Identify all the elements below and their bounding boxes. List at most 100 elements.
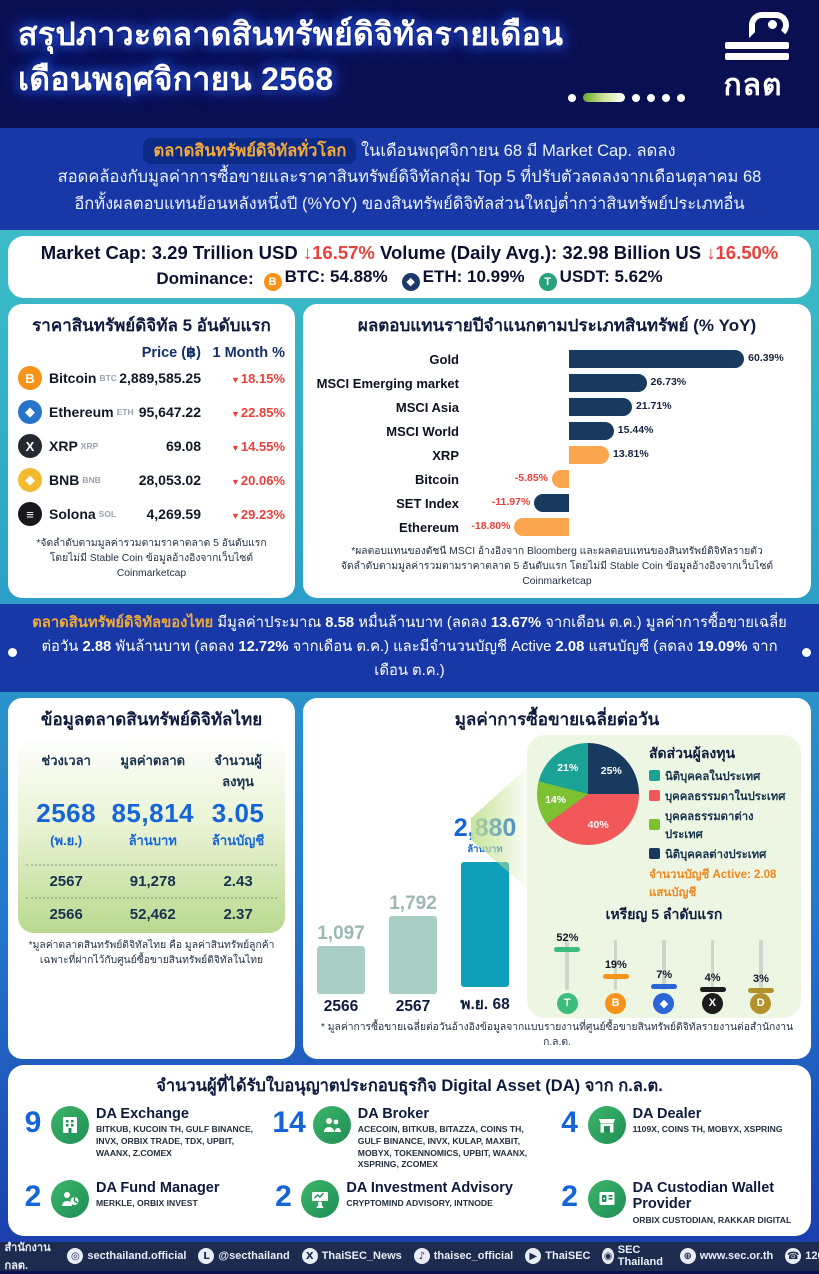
- coin-change: ▼18.15%: [201, 371, 285, 386]
- doge-coin-icon: D: [750, 993, 771, 1014]
- pie-legend: สัดส่วนผู้ลงทุน นิติบุคคลในประเทศ บุคคลธ…: [649, 743, 791, 902]
- legend-color-swatch: [649, 848, 660, 859]
- footer-social-label: www.sec.or.th: [700, 1250, 774, 1262]
- da-license-count: 9: [22, 1106, 44, 1139]
- price-table-row: X XRP XRP 69.08 ▼14.55%: [18, 429, 285, 463]
- yoy-returns-panel: ผลตอบแทนรายปีจำแนกตามประเภทสินทรัพย์ (% …: [303, 304, 811, 598]
- da-license-item: 4 DA Dealer 1109X, COINS TH, MOBYX, XSPR…: [559, 1106, 797, 1171]
- footer-social-item[interactable]: ♪ thaisec_official: [414, 1248, 513, 1264]
- thai-panel-title: ข้อมูลตลาดสินทรัพย์ดิจิทัลไทย: [18, 706, 285, 733]
- legend-color-swatch: [649, 819, 660, 830]
- xrp-coin-icon: X: [702, 993, 723, 1014]
- footer-social-item[interactable]: L @secthailand: [198, 1248, 289, 1264]
- da-license-name: DA Investment Advisory: [346, 1180, 513, 1197]
- coin-percent-label: 4%: [697, 972, 729, 984]
- xrp-coin-icon: X: [18, 434, 42, 458]
- da-licenses-panel: จำนวนผู้ที่ได้รับใบอนุญาตประกอบธุรกิจ Di…: [8, 1065, 811, 1236]
- solona-coin-icon: ≡: [18, 502, 42, 526]
- sec-logo: กลต: [703, 12, 803, 109]
- footer-social-item[interactable]: ☎ 1207: [785, 1248, 819, 1264]
- thai-table-header-cell: ช่วงเวลา: [26, 750, 106, 771]
- da-license-count: 2: [22, 1180, 44, 1213]
- da-license-item: 14 DA Broker ACECOIN, BITKUB, BITAZZA, C…: [272, 1106, 546, 1171]
- coin-name: Solona: [49, 506, 96, 522]
- yoy-bar-row: SET Index -11.97%: [313, 491, 801, 515]
- coin-name: Ethereum: [49, 404, 114, 420]
- market-cap-line: Market Cap: 3.29 Trillion USD ↓16.57% Vo…: [16, 242, 803, 264]
- da-license-item: 2 DA Investment Advisory CRYPTOMIND ADVI…: [272, 1180, 546, 1227]
- bnb-coin-icon: ◆: [18, 468, 42, 492]
- custodian-vault-icon: [588, 1180, 626, 1218]
- infographic-page: สรุปภาวะตลาดสินทรัพย์ดิจิทัลรายเดือน เดื…: [0, 0, 819, 1024]
- volume-bar-value: 1,792: [389, 894, 437, 913]
- ethereum-icon: ◆: [402, 273, 420, 291]
- coin-change: ▼22.85%: [201, 405, 285, 420]
- da-license-name: DA Custodian Wallet Provider: [633, 1180, 797, 1213]
- thai-table-header-cell: จำนวนผู้ลงทุน: [199, 750, 277, 792]
- footer-social-item[interactable]: X ThaiSEC_News: [302, 1248, 402, 1264]
- footer-social-item[interactable]: ◎ secthailand.official: [67, 1248, 186, 1264]
- yoy-category-label: MSCI Emerging market: [313, 376, 465, 391]
- coin-lollipop: 7% ◆: [641, 928, 687, 1014]
- coin-ticker: BTC: [99, 373, 116, 383]
- footer-social-item[interactable]: ▶ ThaiSEC: [525, 1248, 590, 1264]
- da-license-list: ORBIX CUSTODIAN, RAKKAR DIGITAL: [633, 1215, 797, 1227]
- page-title-line1: สรุปภาวะตลาดสินทรัพย์ดิจิทัลรายเดือน: [18, 12, 801, 57]
- header-decoration-dots: [568, 93, 685, 102]
- usdt-icon: T: [539, 273, 557, 291]
- price-table-row: ◆ BNB BNB 28,053.02 ▼20.06%: [18, 463, 285, 497]
- volume-bar-column: 1,792 2567: [386, 894, 440, 1016]
- advisory-icon: [301, 1180, 339, 1218]
- usdt-coin-icon: T: [557, 993, 578, 1014]
- coin-ticker: SOL: [99, 509, 116, 519]
- dominance-item: ◆ETH: 10.99%: [402, 267, 525, 291]
- footer-social-item[interactable]: ◉ SEC Thailand: [602, 1244, 667, 1268]
- price-table-row: ≡ Solona SOL 4,269.59 ▼29.23%: [18, 497, 285, 531]
- ethereum-coin-icon: ◆: [18, 400, 42, 424]
- pie-slice-label: 14%: [545, 794, 566, 806]
- da-license-list: ACECOIN, BITKUB, BITAZZA, COINS TH, GULF…: [358, 1124, 543, 1170]
- thai-market-summary-band: ตลาดสินทรัพย์ดิจิทัลของไทย มีมูลค่าประมา…: [0, 604, 819, 692]
- footer-social-item[interactable]: f สำนักงาน กลต.: [0, 1238, 55, 1274]
- coin-ticker: BNB: [82, 475, 100, 485]
- coin-ticker: XRP: [81, 441, 98, 451]
- volume-bar-label: พ.ย. 68: [460, 991, 509, 1016]
- coin-change: ▼20.06%: [201, 473, 285, 488]
- thai-panel-footnote: *มูลค่าตลาดสินทรัพย์ดิจิทัลไทย คือ มูลค่…: [18, 939, 285, 969]
- legend-color-swatch: [649, 790, 660, 801]
- yoy-bar-row: Bitcoin -5.85%: [313, 467, 801, 491]
- footer-social-item[interactable]: ⊕ www.sec.or.th: [680, 1248, 774, 1264]
- coin-price: 69.08: [98, 438, 201, 454]
- investor-detail-panel: 25%40%14%21% สัดส่วนผู้ลงทุน นิติบุคคลใน…: [527, 735, 801, 1018]
- da-license-name: DA Broker: [358, 1106, 543, 1123]
- pie-slice-label: 40%: [588, 819, 609, 831]
- yoy-category-label: SET Index: [313, 496, 465, 511]
- da-license-name: DA Dealer: [633, 1106, 783, 1123]
- yoy-chart-title: ผลตอบแทนรายปีจำแนกตามประเภทสินทรัพย์ (% …: [313, 312, 801, 339]
- investor-pie-chart: 25%40%14%21%: [537, 743, 639, 845]
- sec-logo-icon: [717, 12, 789, 60]
- market-cap-change: ↓16.57%: [303, 242, 375, 263]
- thai-table-current-units: (พ.ย.) ล้านบาท ล้านบัญชี: [26, 829, 277, 859]
- price-panel-title: ราคาสินทรัพย์ดิจิทัล 5 อันดับแรก: [18, 312, 285, 339]
- fund-manager-icon: [51, 1180, 89, 1218]
- volume-bar-label: 2567: [396, 998, 430, 1016]
- coin-change: ▼29.23%: [201, 507, 285, 522]
- btc-coin-icon: B: [605, 993, 626, 1014]
- active-accounts-note: จำนวนบัญชี Active: 2.08 แสนบัญชี: [649, 866, 791, 902]
- coin-lollipop: 4% X: [689, 928, 735, 1014]
- coin-price: 95,647.22: [134, 404, 201, 420]
- da-license-count: 4: [559, 1106, 581, 1139]
- yoy-bar-row: MSCI Asia 21.71%: [313, 395, 801, 419]
- pie-legend-item: บุคคลธรรมดาในประเทศ: [649, 787, 791, 805]
- coin-percent-label: 7%: [648, 969, 680, 981]
- da-license-list: MERKLE, ORBIX INVEST: [96, 1198, 220, 1210]
- intro-line3: อีกทั้งผลตอบแทนย้อนหลังหนึ่งปี (%YoY) ขอ…: [26, 191, 793, 217]
- price-table-row: ◆ Ethereum ETH 95,647.22 ▼22.85%: [18, 395, 285, 429]
- eth-coin-icon: ◆: [653, 993, 674, 1014]
- footer-social-label: @secthailand: [218, 1250, 289, 1262]
- thai-table-header-cell: มูลค่าตลาด: [106, 750, 199, 771]
